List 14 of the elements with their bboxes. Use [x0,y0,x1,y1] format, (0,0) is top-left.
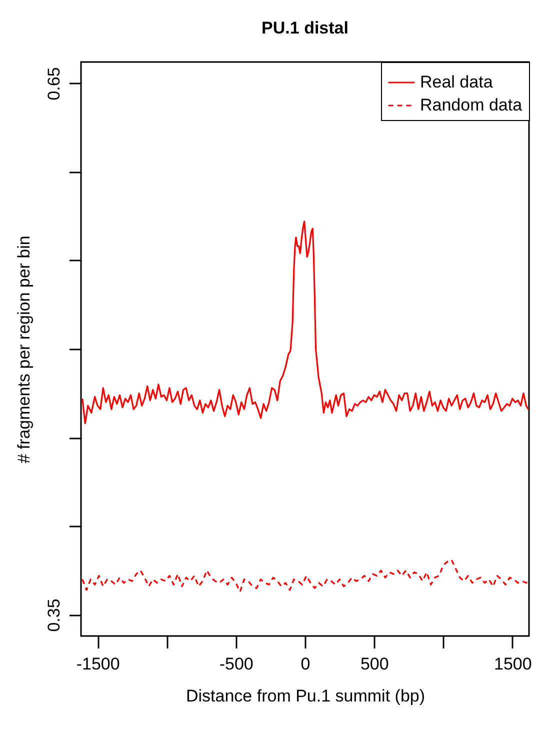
x-axis-title: Distance from Pu.1 summit (bp) [186,686,426,706]
line-series [82,220,530,424]
x-tick-label: 1500 [494,654,532,674]
legend-label: Real data [420,72,494,92]
y-axis-title: # fragments per region per bin [14,236,34,464]
chart-title: PU.1 distal [262,18,348,38]
y-tick-label: 0.35 [44,598,64,632]
y-tick-label: 0.65 [44,67,64,100]
x-tick-label: -1500 [76,654,120,674]
line-series [82,559,530,593]
x-tick-label: 0 [300,654,310,674]
x-tick-label: 500 [360,654,389,674]
x-tick-label: -500 [219,654,254,674]
legend-label: Random data [420,96,523,114]
